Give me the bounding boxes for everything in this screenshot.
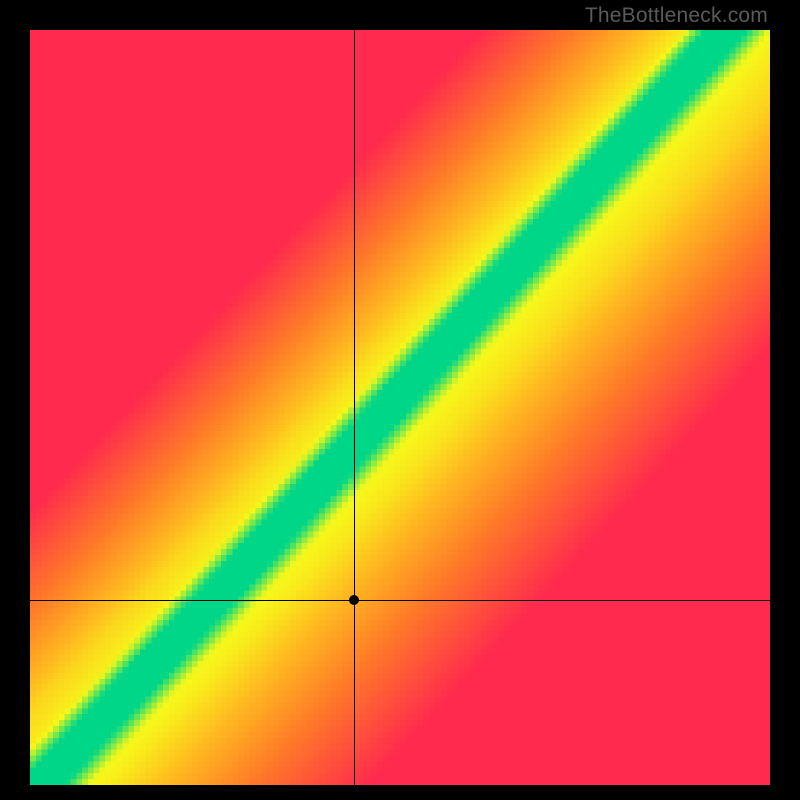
watermark-text: TheBottleneck.com <box>585 4 768 28</box>
plot-area <box>30 30 770 785</box>
bottleneck-heatmap <box>30 30 770 785</box>
